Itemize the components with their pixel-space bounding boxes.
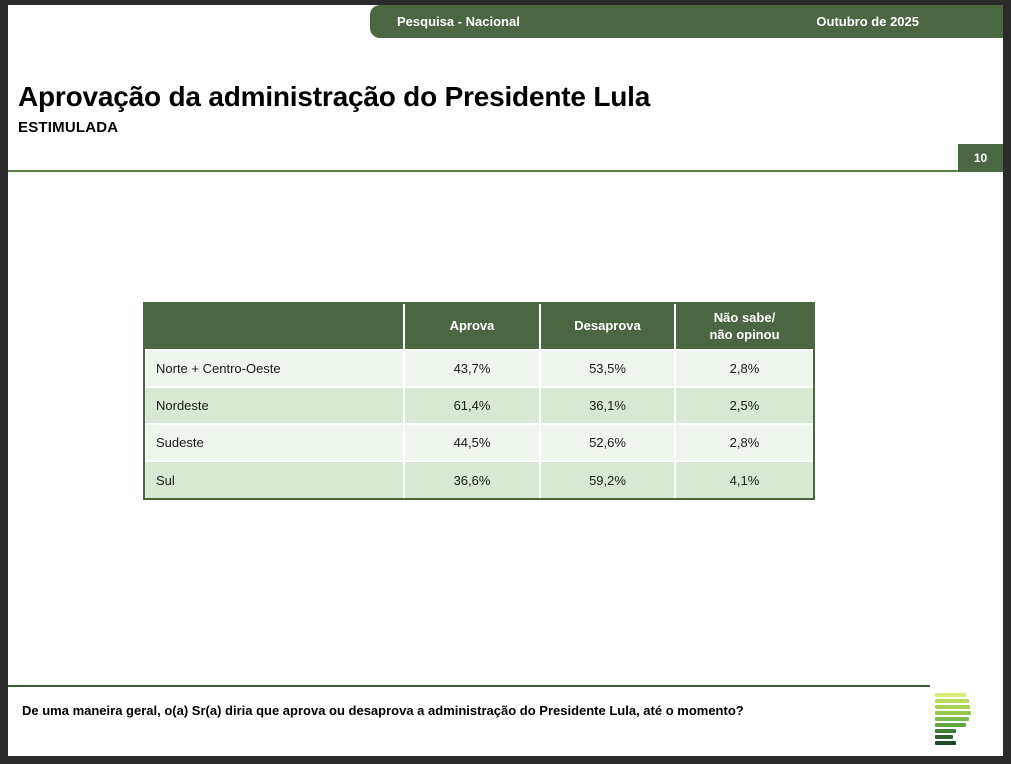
results-table-wrapper: Aprova Desaprova Não sabe/ não opinou No… xyxy=(143,302,815,500)
value-cell: 53,5% xyxy=(539,349,676,388)
table-row: Sul 36,6% 59,2% 4,1% xyxy=(145,460,813,498)
logo-bar xyxy=(935,717,969,721)
value-cell: 59,2% xyxy=(539,460,676,498)
logo-bar xyxy=(935,705,970,709)
table-row: Sudeste 44,5% 52,6% 2,8% xyxy=(145,423,813,462)
header-cell-nao-sabe: Não sabe/ não opinou xyxy=(674,304,813,351)
logo-bar xyxy=(935,735,953,739)
value-cell: 4,1% xyxy=(674,460,813,498)
top-banner: Pesquisa - Nacional Outubro de 2025 xyxy=(370,5,1003,38)
value-cell: 2,8% xyxy=(674,423,813,462)
region-cell: Nordeste xyxy=(145,386,405,425)
value-cell: 2,5% xyxy=(674,386,813,425)
value-cell: 52,6% xyxy=(539,423,676,462)
logo-bar xyxy=(935,723,966,727)
value-cell: 44,5% xyxy=(403,423,541,462)
region-cell: Norte + Centro-Oeste xyxy=(145,349,405,388)
page-subtitle: ESTIMULADA xyxy=(18,119,119,136)
logo-bar xyxy=(935,741,956,745)
region-cell: Sudeste xyxy=(145,423,405,462)
table-row: Norte + Centro-Oeste 43,7% 53,5% 2,8% xyxy=(145,349,813,388)
logo-bar xyxy=(935,693,966,697)
banner-survey-label: Pesquisa - Nacional xyxy=(397,14,520,29)
title-divider xyxy=(8,170,958,172)
logo-bar xyxy=(935,711,971,715)
value-cell: 2,8% xyxy=(674,349,813,388)
banner-date-label: Outubro de 2025 xyxy=(816,14,919,29)
page-title: Aprovação da administração do Presidente… xyxy=(18,81,651,112)
header-cell-aprova: Aprova xyxy=(403,304,541,351)
company-logo-icon xyxy=(935,693,971,745)
page-number-badge: 10 xyxy=(958,144,1003,172)
logo-bar xyxy=(935,699,969,703)
slide: Pesquisa - Nacional Outubro de 2025 Apro… xyxy=(8,5,1003,756)
table-header-row: Aprova Desaprova Não sabe/ não opinou xyxy=(145,304,813,351)
value-cell: 36,1% xyxy=(539,386,676,425)
header-cell-region xyxy=(145,304,405,351)
value-cell: 43,7% xyxy=(403,349,541,388)
survey-question: De uma maneira geral, o(a) Sr(a) diria q… xyxy=(22,703,744,718)
results-table: Aprova Desaprova Não sabe/ não opinou No… xyxy=(145,304,813,498)
region-cell: Sul xyxy=(145,460,405,498)
footer-divider xyxy=(8,685,930,687)
logo-bar xyxy=(935,729,956,733)
value-cell: 36,6% xyxy=(403,460,541,498)
header-cell-desaprova: Desaprova xyxy=(539,304,676,351)
table-row: Nordeste 61,4% 36,1% 2,5% xyxy=(145,386,813,425)
value-cell: 61,4% xyxy=(403,386,541,425)
